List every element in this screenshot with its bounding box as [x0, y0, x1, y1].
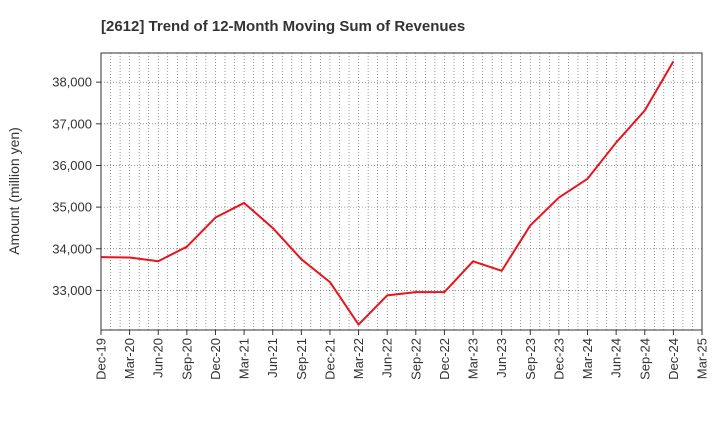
x-tick-label: Mar-20	[122, 338, 137, 379]
x-tick-label: Dec-22	[437, 338, 452, 380]
x-tick-label: Jun-21	[265, 338, 280, 378]
y-tick-label: 37,000	[52, 116, 92, 131]
x-tick-label: Dec-19	[94, 338, 109, 380]
grid-lines	[101, 53, 702, 330]
x-tick-label: Mar-22	[351, 338, 366, 379]
plot-area-frame	[100, 52, 703, 331]
x-tick-label: Jun-24	[609, 338, 624, 378]
y-axis-ticks: 33,000 34,000 35,000 36,000 37,000 38,000	[52, 75, 101, 298]
series-layer	[100, 60, 675, 326]
y-tick-label: 35,000	[52, 200, 92, 215]
y-tick-label: 33,000	[52, 283, 92, 298]
x-tick-label: Jun-22	[380, 338, 395, 378]
x-axis-ticks: Dec-19 Mar-20 Jun-20 Sep-20 Dec-20 Mar-21 Jun-…	[94, 330, 710, 380]
y-tick-label: 36,000	[52, 158, 92, 173]
x-tick-label: Dec-21	[322, 338, 337, 380]
x-tick-label: Mar-21	[237, 338, 252, 379]
x-tick-label: Jun-23	[494, 338, 509, 378]
series-line	[100, 60, 675, 326]
x-tick-label: Dec-20	[208, 338, 223, 380]
y-tick-label: 34,000	[52, 241, 92, 256]
x-tick-label: Dec-24	[666, 338, 681, 380]
x-tick-label: Mar-23	[466, 338, 481, 379]
x-tick-label: Dec-23	[551, 338, 566, 380]
x-tick-label: Mar-24	[580, 338, 595, 379]
x-tick-label: Mar-25	[695, 338, 710, 379]
chart-title: [2612] Trend of 12-Month Moving Sum of R…	[101, 18, 465, 35]
x-tick-label: Sep-21	[294, 338, 309, 380]
y-tick-label: 38,000	[52, 75, 92, 90]
x-tick-label: Sep-20	[179, 338, 194, 380]
x-tick-label: Sep-22	[408, 338, 423, 380]
x-tick-label: Jun-20	[151, 338, 166, 378]
y-axis-label: Amount (million yen)	[6, 127, 22, 255]
x-tick-label: Sep-24	[637, 338, 652, 380]
x-tick-label: Sep-23	[523, 338, 538, 380]
